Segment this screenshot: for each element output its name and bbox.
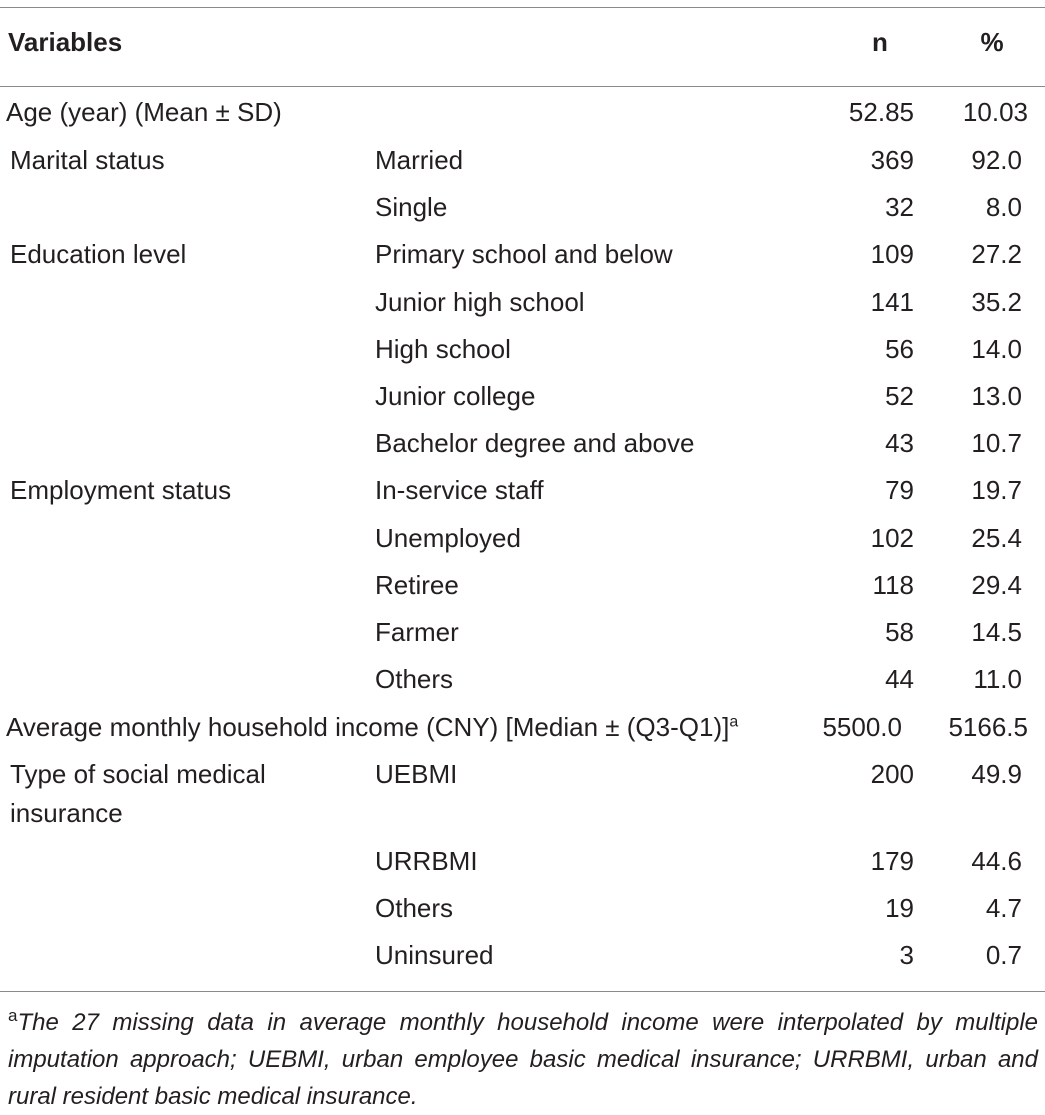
- header-percent: %: [980, 27, 1004, 57]
- row-n: 32: [885, 192, 914, 222]
- row-pct: 44.6: [971, 846, 1022, 876]
- row-category: High school: [375, 334, 511, 364]
- row-pct: 8.0: [985, 192, 1022, 222]
- row-category: Single: [375, 192, 448, 222]
- row-n: 52: [885, 381, 914, 411]
- row-n: 44: [885, 664, 914, 694]
- footnote-mark: a: [729, 713, 739, 731]
- row-category: Others: [375, 664, 454, 694]
- row-category: Married: [375, 145, 464, 175]
- row-category: Others: [375, 893, 454, 923]
- row-category: Unemployed: [375, 523, 521, 553]
- row-pct: 13.0: [971, 381, 1022, 411]
- header-variables: Variables: [8, 27, 123, 57]
- row-n: 43: [885, 428, 914, 458]
- row-n: 79: [885, 475, 914, 505]
- row-label-text: Average monthly household income (CNY) […: [6, 712, 730, 742]
- row-category: Junior college: [375, 381, 536, 411]
- row-category: Retiree: [375, 570, 459, 600]
- row-category: UEBMI: [375, 759, 458, 789]
- row-pct: 25.4: [971, 523, 1022, 553]
- row-pct: 0.7: [985, 940, 1022, 970]
- row-category: In-service staff: [375, 475, 544, 505]
- row-n: 5500.0: [822, 712, 902, 742]
- row-label: Employment status: [10, 475, 232, 505]
- row-n: 118: [872, 570, 914, 600]
- footnote-mark: a: [8, 1006, 18, 1025]
- row-label: Average monthly household income (CNY) […: [6, 711, 738, 743]
- row-n: 369: [870, 145, 914, 175]
- table-bottom-rule: [0, 991, 1045, 992]
- row-category: URRBMI: [375, 846, 478, 876]
- row-pct: 5166.5: [948, 712, 1028, 742]
- row-label-line2: insurance: [10, 798, 123, 828]
- row-pct: 11.0: [973, 664, 1022, 694]
- row-pct: 19.7: [971, 475, 1022, 505]
- row-n: 141: [870, 287, 914, 317]
- header-n: n: [872, 27, 888, 57]
- row-n: 58: [885, 617, 914, 647]
- row-label: Type of social medical: [10, 759, 266, 789]
- row-n: 200: [870, 759, 914, 789]
- row-n: 56: [885, 334, 914, 364]
- row-category: Junior high school: [375, 287, 585, 317]
- table-top-rule: [0, 7, 1045, 8]
- row-pct: 35.2: [971, 287, 1022, 317]
- row-pct: 92.0: [971, 145, 1022, 175]
- row-category: Uninsured: [375, 940, 494, 970]
- footnote-text: The 27 missing data in average monthly h…: [8, 1009, 1038, 1110]
- row-label: Age (year) (Mean ± SD): [6, 97, 282, 127]
- row-pct: 10.7: [971, 428, 1022, 458]
- row-category: Primary school and below: [375, 239, 673, 269]
- row-label: Education level: [10, 239, 187, 269]
- row-n: 102: [870, 523, 914, 553]
- row-n: 109: [870, 239, 914, 269]
- row-pct: 14.0: [971, 334, 1022, 364]
- row-n: 19: [885, 893, 914, 923]
- row-pct: 10.03: [962, 97, 1028, 127]
- row-n: 52.85: [848, 97, 914, 127]
- table-header-rule: [0, 86, 1045, 87]
- row-pct: 27.2: [971, 239, 1022, 269]
- row-category: Farmer: [375, 617, 459, 647]
- row-pct: 29.4: [971, 570, 1022, 600]
- table-footnote: aThe 27 missing data in average monthly …: [8, 1004, 1038, 1115]
- row-pct: 4.7: [985, 893, 1022, 923]
- row-category: Bachelor degree and above: [375, 428, 695, 458]
- row-n: 179: [870, 846, 914, 876]
- row-pct: 14.5: [971, 617, 1022, 647]
- row-n: 3: [899, 940, 914, 970]
- row-pct: 49.9: [971, 759, 1022, 789]
- row-label: Marital status: [10, 145, 165, 175]
